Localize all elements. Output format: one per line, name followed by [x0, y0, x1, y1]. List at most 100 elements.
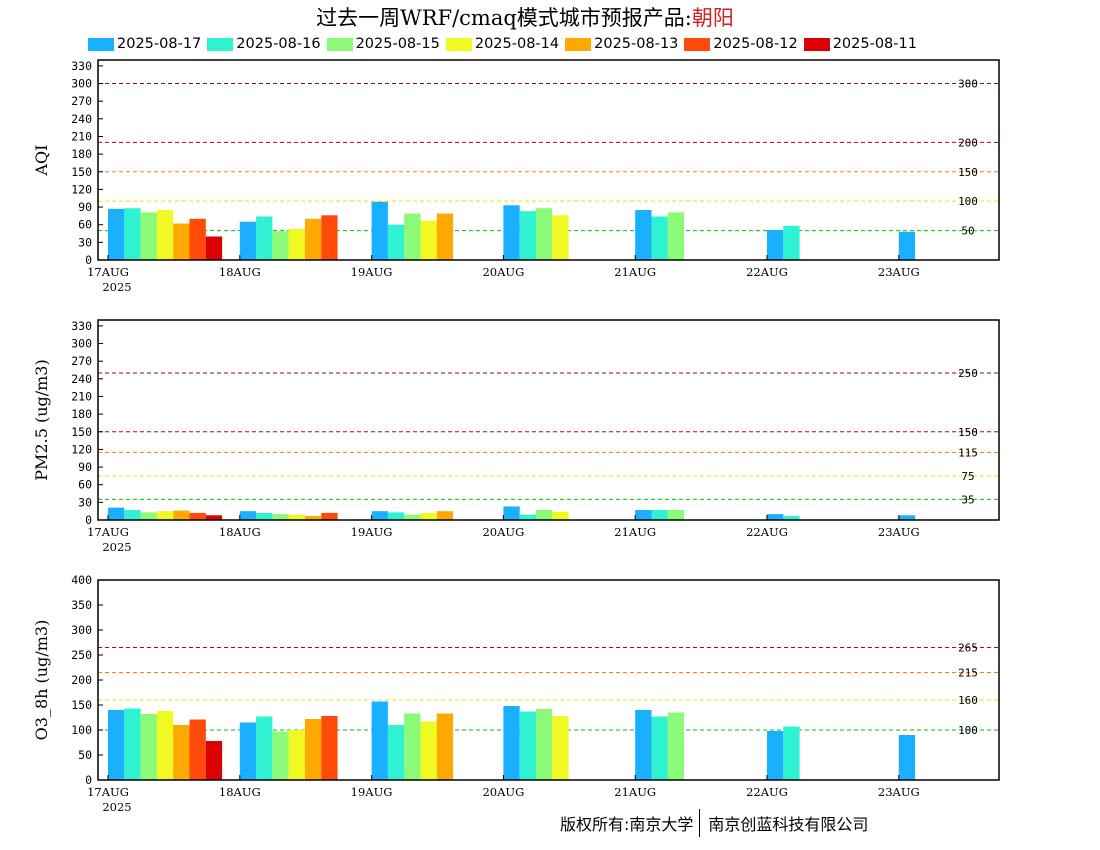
title-city: 朝阳: [691, 6, 734, 30]
data-bar: [124, 708, 141, 780]
data-bar: [420, 721, 437, 780]
legend-item: 2025-08-11: [803, 35, 917, 53]
y-tick-label: 300: [71, 623, 92, 637]
data-bar: [519, 711, 536, 780]
y-tick-label: 330: [71, 59, 92, 73]
data-bar: [156, 210, 174, 260]
x-tick-label: 17AUG: [87, 525, 129, 539]
y-tick-label: 300: [71, 77, 92, 91]
data-bar: [108, 208, 125, 260]
data-bar: [371, 511, 388, 520]
data-bar: [898, 735, 916, 780]
data-bar: [783, 225, 800, 260]
legend-swatch: [565, 37, 592, 51]
x-tick-label: 21AUG: [614, 525, 656, 539]
x-tick-label: 18AUG: [219, 785, 261, 799]
reference-label: 160: [958, 694, 978, 707]
legend-swatch: [207, 37, 234, 51]
data-bar: [321, 716, 338, 780]
y-tick-label: 180: [71, 407, 92, 421]
data-bar: [503, 706, 520, 780]
y-tick-label: 90: [78, 200, 92, 214]
x-year-label: 2025: [102, 800, 131, 814]
data-bar: [239, 722, 257, 780]
x-year-label: 2025: [102, 540, 131, 554]
y-tick-label: 0: [85, 513, 92, 527]
data-bar: [272, 731, 289, 780]
data-bar: [108, 507, 125, 520]
data-bar: [272, 231, 289, 260]
data-bar: [140, 512, 157, 520]
x-tick-label: 22AUG: [746, 265, 788, 279]
y-tick-label: 210: [71, 129, 92, 143]
y-tick-label: 0: [85, 773, 92, 787]
data-bar: [552, 215, 569, 260]
legend-label: 2025-08-11: [832, 36, 917, 52]
data-bar: [156, 711, 174, 780]
y-axis-title: PM2.5 (ug/m3): [32, 359, 51, 480]
x-tick-label: 18AUG: [219, 265, 261, 279]
reference-label: 250: [958, 367, 978, 380]
data-bar: [239, 511, 257, 520]
data-bar: [387, 224, 405, 260]
data-bar: [536, 510, 553, 520]
data-bar: [503, 506, 520, 520]
y-tick-label: 300: [71, 337, 92, 351]
data-bar: [173, 223, 190, 260]
data-bar: [305, 719, 322, 780]
legend-swatch: [445, 37, 472, 51]
legend-item: 2025-08-16: [207, 35, 321, 53]
footer: 版权所有:南京大学 南京创蓝科技有限公司: [560, 808, 868, 838]
x-tick-label: 20AUG: [482, 265, 524, 279]
reference-label: 150: [958, 166, 978, 179]
plot-frame: [97, 59, 1000, 261]
data-bar: [321, 512, 338, 520]
y-tick-label: 30: [78, 495, 92, 509]
x-tick-label: 21AUG: [614, 785, 656, 799]
x-year-label: 2025: [102, 280, 131, 294]
legend-item: 2025-08-17: [88, 35, 201, 53]
legend-label: 2025-08-13: [594, 36, 679, 52]
legend-label: 2025-08-12: [713, 36, 798, 52]
data-bar: [420, 512, 437, 520]
x-tick-label: 18AUG: [219, 525, 261, 539]
y-tick-label: 60: [78, 218, 92, 232]
legend-item: 2025-08-12: [684, 35, 798, 53]
reference-label: 35: [961, 493, 974, 506]
data-bar: [305, 218, 322, 260]
footer-separator: [699, 809, 701, 837]
y-tick-label: 240: [71, 372, 92, 386]
reference-label: 100: [958, 724, 978, 737]
y-tick-label: 60: [78, 478, 92, 492]
data-bar: [288, 228, 305, 260]
y-tick-label: 180: [71, 147, 92, 161]
y-tick-label: 100: [71, 723, 92, 737]
data-bar: [667, 712, 685, 780]
data-bar: [239, 221, 257, 260]
reference-label: 265: [958, 642, 978, 655]
plot-frame: [97, 319, 1000, 521]
data-bar: [124, 208, 141, 260]
data-bar: [436, 713, 454, 780]
data-bar: [552, 716, 569, 780]
y-tick-label: 250: [71, 648, 92, 662]
x-tick-label: 22AUG: [746, 785, 788, 799]
data-bar: [371, 701, 388, 780]
y-tick-label: 150: [71, 165, 92, 179]
data-bar: [898, 231, 916, 260]
data-bar: [404, 514, 421, 520]
reference-label: 215: [958, 667, 978, 680]
data-bar: [667, 510, 685, 520]
y-axis-title: AQI: [32, 145, 51, 177]
data-bar: [305, 515, 322, 520]
data-bar: [651, 216, 668, 260]
reference-label: 200: [958, 136, 978, 149]
y-tick-label: 90: [78, 460, 92, 474]
data-bar: [635, 710, 652, 780]
chart-panel: 265 215 160 100 0 50 100 150 200 250 300 350 400 17AU…: [32, 573, 1000, 814]
y-tick-label: 400: [71, 573, 92, 587]
data-bar: [552, 511, 569, 520]
y-tick-label: 270: [71, 94, 92, 108]
data-bar: [288, 730, 305, 780]
